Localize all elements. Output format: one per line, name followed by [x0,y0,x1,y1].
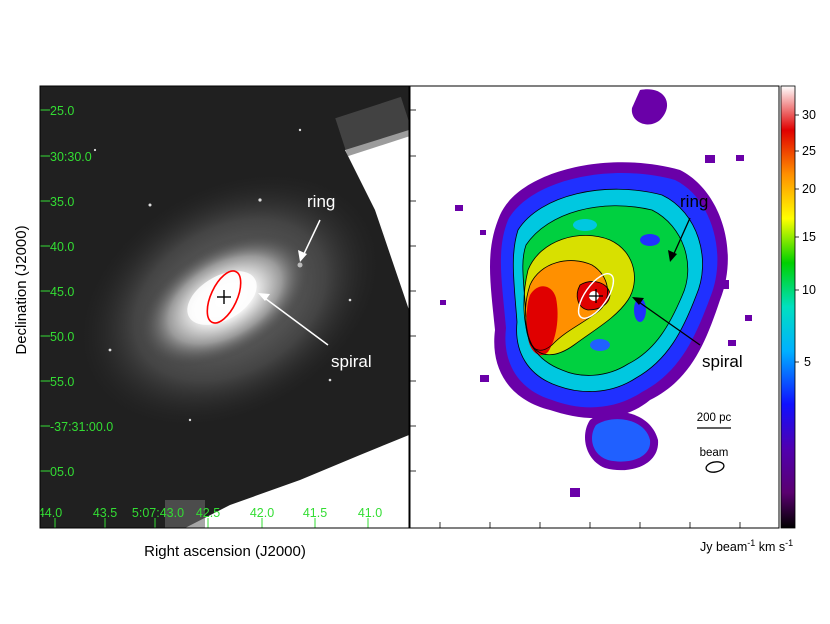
cbar-unit-pre: Jy beam [700,540,747,554]
emission-map [440,89,752,497]
spiral-label-left: spiral [331,352,372,371]
dec-tick-3: 40.0 [50,240,74,254]
beam-ellipse [705,461,725,473]
galaxy-bulge [187,271,257,325]
colorbar-ticks [795,114,799,363]
cbar-tick-10: 10 [802,283,816,297]
right-panel-frame [409,85,780,529]
cbar-tick-20: 20 [802,182,816,196]
noise-edge-top [335,96,409,157]
ring-arrowhead-left [298,250,307,262]
level-purple-upper [631,89,668,125]
dec-tick-6: 55.0 [50,375,74,389]
dec-tick-5: 50.0 [50,330,74,344]
scalebar-label: 200 pc [697,412,732,424]
spiral-arrowhead-left [258,293,270,301]
contours [512,188,703,392]
cbar-unit-post: km s [755,540,785,554]
colorbar [780,85,796,529]
cbar-tick-5: 5 [804,355,811,369]
patches [440,155,752,497]
dec-tick-8: 05.0 [50,465,74,479]
y-axis-label: Declination (J2000) [13,225,30,354]
hole-3 [590,339,610,351]
left-tick-marks [40,109,369,528]
ra-tick-3: 42.5 [196,506,220,520]
dec-tick-2: 35.0 [50,195,74,209]
cbar-unit-sup1: -1 [747,538,755,548]
dec-tick-4: 45.0 [50,285,74,299]
beam-ellipse-red [206,270,242,324]
cbar-tick-30: 30 [802,108,816,122]
blank-region-top-right [345,130,409,310]
level-red-left [526,286,558,356]
hole-1 [640,234,660,246]
hole-4 [573,219,597,231]
dec-tick-labels: 25.0 30:30.0 35.0 40.0 45.0 50.0 55.0 -3… [50,104,113,479]
colorbar-unit-label: Jy beam-1 km s-1 [700,538,793,554]
x-axis-label: Right ascension (J2000) [144,543,306,560]
beam-ellipse-white [577,273,615,319]
dec-tick-1: 30:30.0 [50,150,92,164]
ra-tick-4: 42.0 [250,506,274,520]
ra-tick-5: 41.5 [303,506,327,520]
spiral-label-right: spiral [702,352,743,371]
right-tick-marks [410,109,741,528]
optical-image-panel: 25.0 30:30.0 35.0 40.0 45.0 50.0 55.0 -3… [38,86,409,528]
ra-tick-labels: 44.0 43.5 5:07:43.0 42.5 42.0 41.5 41.0 [38,506,382,520]
spiral-arrowhead-right [632,297,644,305]
ra-tick-1: 43.5 [93,506,117,520]
spiral-arrow-left [261,295,329,346]
left-panel-frame [39,85,410,529]
blank-region-bottom-right [185,435,409,528]
ra-tick-6: 41.0 [358,506,382,520]
ra-tick-2: 5:07:43.0 [132,506,184,520]
ring-arrow-right [671,217,691,259]
hole-2 [634,298,646,322]
ring-arrowhead-right [668,250,677,262]
cbar-tick-15: 15 [802,230,816,244]
noise-edge-bottom [165,500,205,528]
stars [93,128,352,422]
spiral-arrow-right [635,299,701,346]
cbar-unit-sup2: -1 [785,538,793,548]
colorbar-tick-labels: 30 25 20 15 10 5 [802,108,816,369]
level-blue-bottom [592,419,651,462]
dec-tick-7: -37:31:00.0 [50,420,113,434]
ring-label-left: ring [307,192,335,211]
moment-map-panel: ring spiral 200 pc beam [410,86,779,528]
ra-tick-0: 44.0 [38,506,62,520]
ring-label-right: ring [680,192,708,211]
ring-arrow-left [301,219,321,259]
beam-label: beam [700,447,729,459]
dec-tick-0: 25.0 [50,104,74,118]
cbar-tick-25: 25 [802,144,816,158]
